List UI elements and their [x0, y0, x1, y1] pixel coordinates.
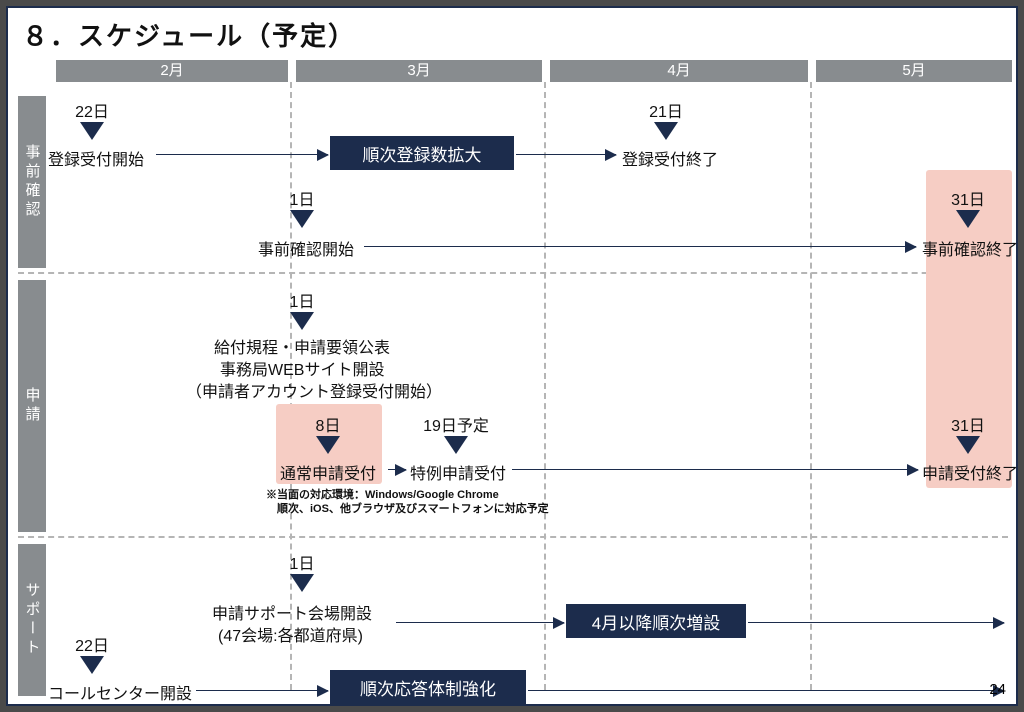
event-label: 特例申請受付 — [410, 460, 506, 484]
event-label: （申請者アカウント登録受付開始） — [186, 378, 442, 402]
flow-arrow — [516, 154, 616, 155]
triangle-icon — [80, 656, 104, 674]
triangle-icon — [444, 436, 468, 454]
event-label: 申請受付終了 — [922, 460, 1018, 484]
event-label: 申請サポート会場開設 — [212, 600, 372, 624]
page-title: ８．スケジュール（予定） — [22, 16, 356, 53]
phase-box: 順次応答体制強化 — [330, 670, 526, 704]
footnote-line2: 順次、iOS、他ブラウザ及びスマートフォンに対応予定 — [266, 502, 549, 516]
date-label: 22日 — [42, 632, 142, 656]
date-label: 22日 — [42, 98, 142, 122]
date-label: 31日 — [918, 412, 1018, 436]
date-label: 8日 — [278, 412, 378, 436]
date-label: 21日 — [616, 98, 716, 122]
date-label: 19日予定 — [406, 412, 506, 436]
date-label: 1日 — [252, 186, 352, 210]
gridline-vertical — [810, 82, 812, 690]
event-label: 事務局WEBサイト開設 — [220, 356, 384, 380]
flow-arrow — [748, 622, 1004, 623]
event-label: 通常申請受付 — [280, 460, 376, 484]
page-number: 24 — [989, 681, 1006, 698]
flow-arrow — [156, 154, 328, 155]
date-label: 1日 — [252, 288, 352, 312]
triangle-icon — [80, 122, 104, 140]
date-label: 31日 — [918, 186, 1018, 210]
month-header: 2月 — [56, 60, 288, 82]
schedule-page: ８．スケジュール（予定） 2月3月4月5月 事前確認申請サポート 順次登録数拡大… — [6, 6, 1018, 706]
triangle-icon — [290, 210, 314, 228]
event-label: 登録受付開始 — [48, 146, 144, 170]
phase-box: 順次登録数拡大 — [330, 136, 514, 170]
date-marker: 21日 — [616, 98, 716, 140]
date-marker: 22日 — [42, 98, 142, 140]
triangle-icon — [956, 436, 980, 454]
month-header: 5月 — [816, 60, 1012, 82]
date-marker: 19日予定 — [406, 412, 506, 454]
triangle-icon — [956, 210, 980, 228]
row-label: 申請 — [18, 280, 46, 532]
date-label: 1日 — [252, 550, 352, 574]
flow-arrow — [364, 246, 916, 247]
phase-box: 4月以降順次増設 — [566, 604, 746, 638]
date-marker: 1日 — [252, 186, 352, 228]
date-marker: 31日 — [918, 186, 1018, 228]
date-marker: 22日 — [42, 632, 142, 674]
date-marker: 8日 — [278, 412, 378, 454]
flow-arrow — [396, 622, 564, 623]
flow-arrow — [196, 690, 328, 691]
gridline-horizontal — [18, 272, 1008, 274]
event-label: (47会場:各都道府県) — [218, 622, 363, 646]
gridline-vertical — [544, 82, 546, 690]
event-label: 事前確認終了 — [922, 236, 1018, 260]
triangle-icon — [290, 312, 314, 330]
gridline-horizontal — [18, 536, 1008, 538]
event-label: 給付規程・申請要領公表 — [214, 334, 390, 358]
triangle-icon — [654, 122, 678, 140]
flow-arrow — [512, 469, 918, 470]
event-label: コールセンター開設 — [48, 680, 192, 704]
footnote: ※当面の対応環境：Windows/Google Chrome 順次、iOS、他ブ… — [266, 488, 549, 517]
date-marker: 1日 — [252, 550, 352, 592]
event-label: 登録受付終了 — [622, 146, 718, 170]
event-label: 事前確認開始 — [258, 236, 354, 260]
month-header: 3月 — [296, 60, 542, 82]
date-marker: 31日 — [918, 412, 1018, 454]
footnote-line1: ※当面の対応環境：Windows/Google Chrome — [266, 488, 549, 502]
date-marker: 1日 — [252, 288, 352, 330]
flow-arrow — [388, 469, 406, 470]
triangle-icon — [290, 574, 314, 592]
month-header: 4月 — [550, 60, 808, 82]
flow-arrow — [528, 690, 1004, 691]
triangle-icon — [316, 436, 340, 454]
